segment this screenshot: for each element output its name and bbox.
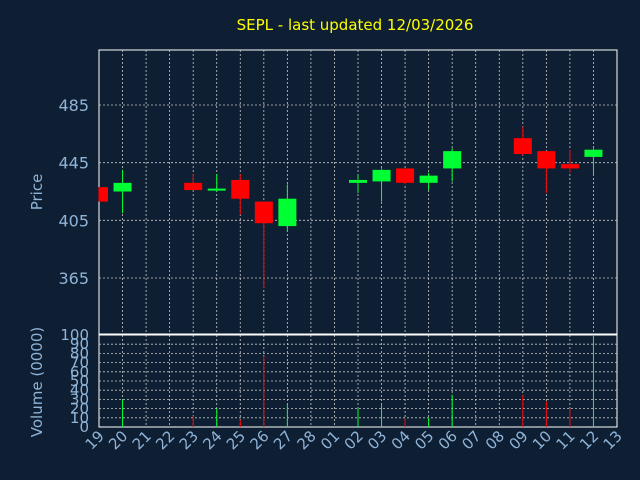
x-axis-label: Day [334,459,362,475]
candle-body [560,164,579,169]
candle-body [419,175,438,183]
volume-axis-label: Volume (0000) [28,327,46,437]
candle-body [349,179,367,183]
candle-body [443,151,462,169]
candle-body [278,198,297,227]
volume-tick-label: 80 [70,344,89,362]
volume-tick-label: 100 [60,326,89,344]
candle-body [513,138,532,155]
price-tick-label: 405 [58,211,89,230]
candle-body [207,188,226,191]
candle-body [254,201,273,224]
candle-body [113,182,132,192]
candle-body [372,169,391,182]
chart-title: SEPL - last updated 12/03/2026 [237,16,474,34]
x-axis: 1920212223242526272801020304050607080910… [82,427,626,453]
price-tick-label: 445 [58,154,89,173]
volume-tick-label: 30 [70,390,89,408]
candle-body [231,179,250,199]
volume-tick-label: 0 [79,418,89,436]
candle-body [396,168,415,183]
volume-tick-label: 70 [70,354,89,372]
candle-body [99,187,108,202]
volume-tick-label: 60 [70,363,89,381]
volume-tick-label: 50 [70,372,89,390]
candle-body [184,182,203,191]
price-tick-label: 365 [58,269,89,288]
candle-body [537,151,556,169]
price-panel: 365 405 445 485 [58,49,618,335]
volume-tick-label: 90 [70,335,89,353]
volume-tick-label: 20 [70,400,89,418]
price-tick-label: 485 [58,96,89,115]
candle-body [584,149,603,157]
volume-tick-label: 40 [70,381,89,399]
price-axis-label: Price [28,174,46,211]
volume-tick-label: 10 [70,409,89,427]
